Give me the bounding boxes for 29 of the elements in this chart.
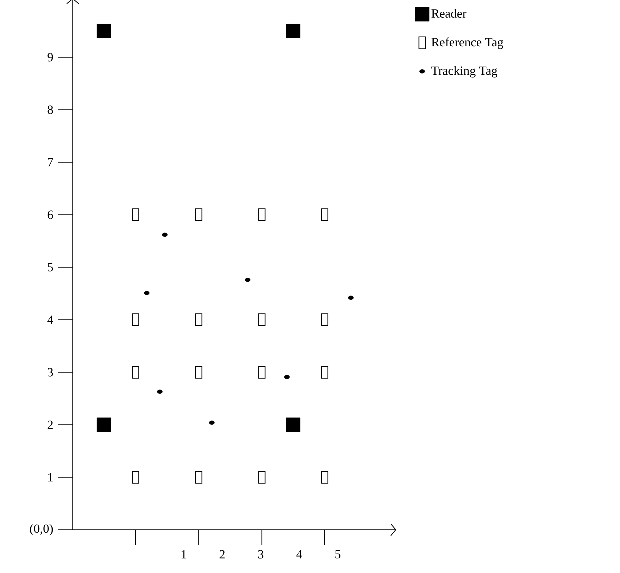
point (209, 420, 215, 425)
y-tick-label: 6 (48, 210, 54, 220)
point (286, 418, 301, 432)
point (284, 375, 290, 380)
x-tick-label: 3 (258, 550, 264, 559)
y-tick-label: 5 (48, 263, 54, 272)
x-tick-label: 2 (220, 550, 225, 559)
point (348, 296, 354, 300)
x-tick-label: 5 (336, 550, 341, 559)
point (245, 278, 251, 282)
point (97, 24, 112, 38)
legend-label: Reader (432, 9, 467, 18)
y-tick-label: 9 (48, 53, 54, 62)
y-tick-label: 7 (48, 158, 54, 167)
y-tick-label: 4 (48, 316, 54, 324)
point (144, 291, 150, 296)
x-tick-label: 4 (296, 550, 302, 559)
legend-label: Reference Tag (432, 38, 504, 50)
y-tick-label: 2 (48, 420, 53, 430)
y-tick-label: (0,0) (30, 524, 54, 536)
point (162, 232, 168, 238)
point (157, 390, 163, 394)
point (286, 24, 301, 38)
legend-label: Tracking Tag (432, 66, 498, 78)
point (97, 418, 112, 432)
y-tick-label: 8 (48, 106, 54, 114)
y-tick-label: 3 (48, 368, 54, 377)
x-tick-label: 1 (182, 550, 186, 559)
y-tick-label: 1 (48, 473, 53, 482)
